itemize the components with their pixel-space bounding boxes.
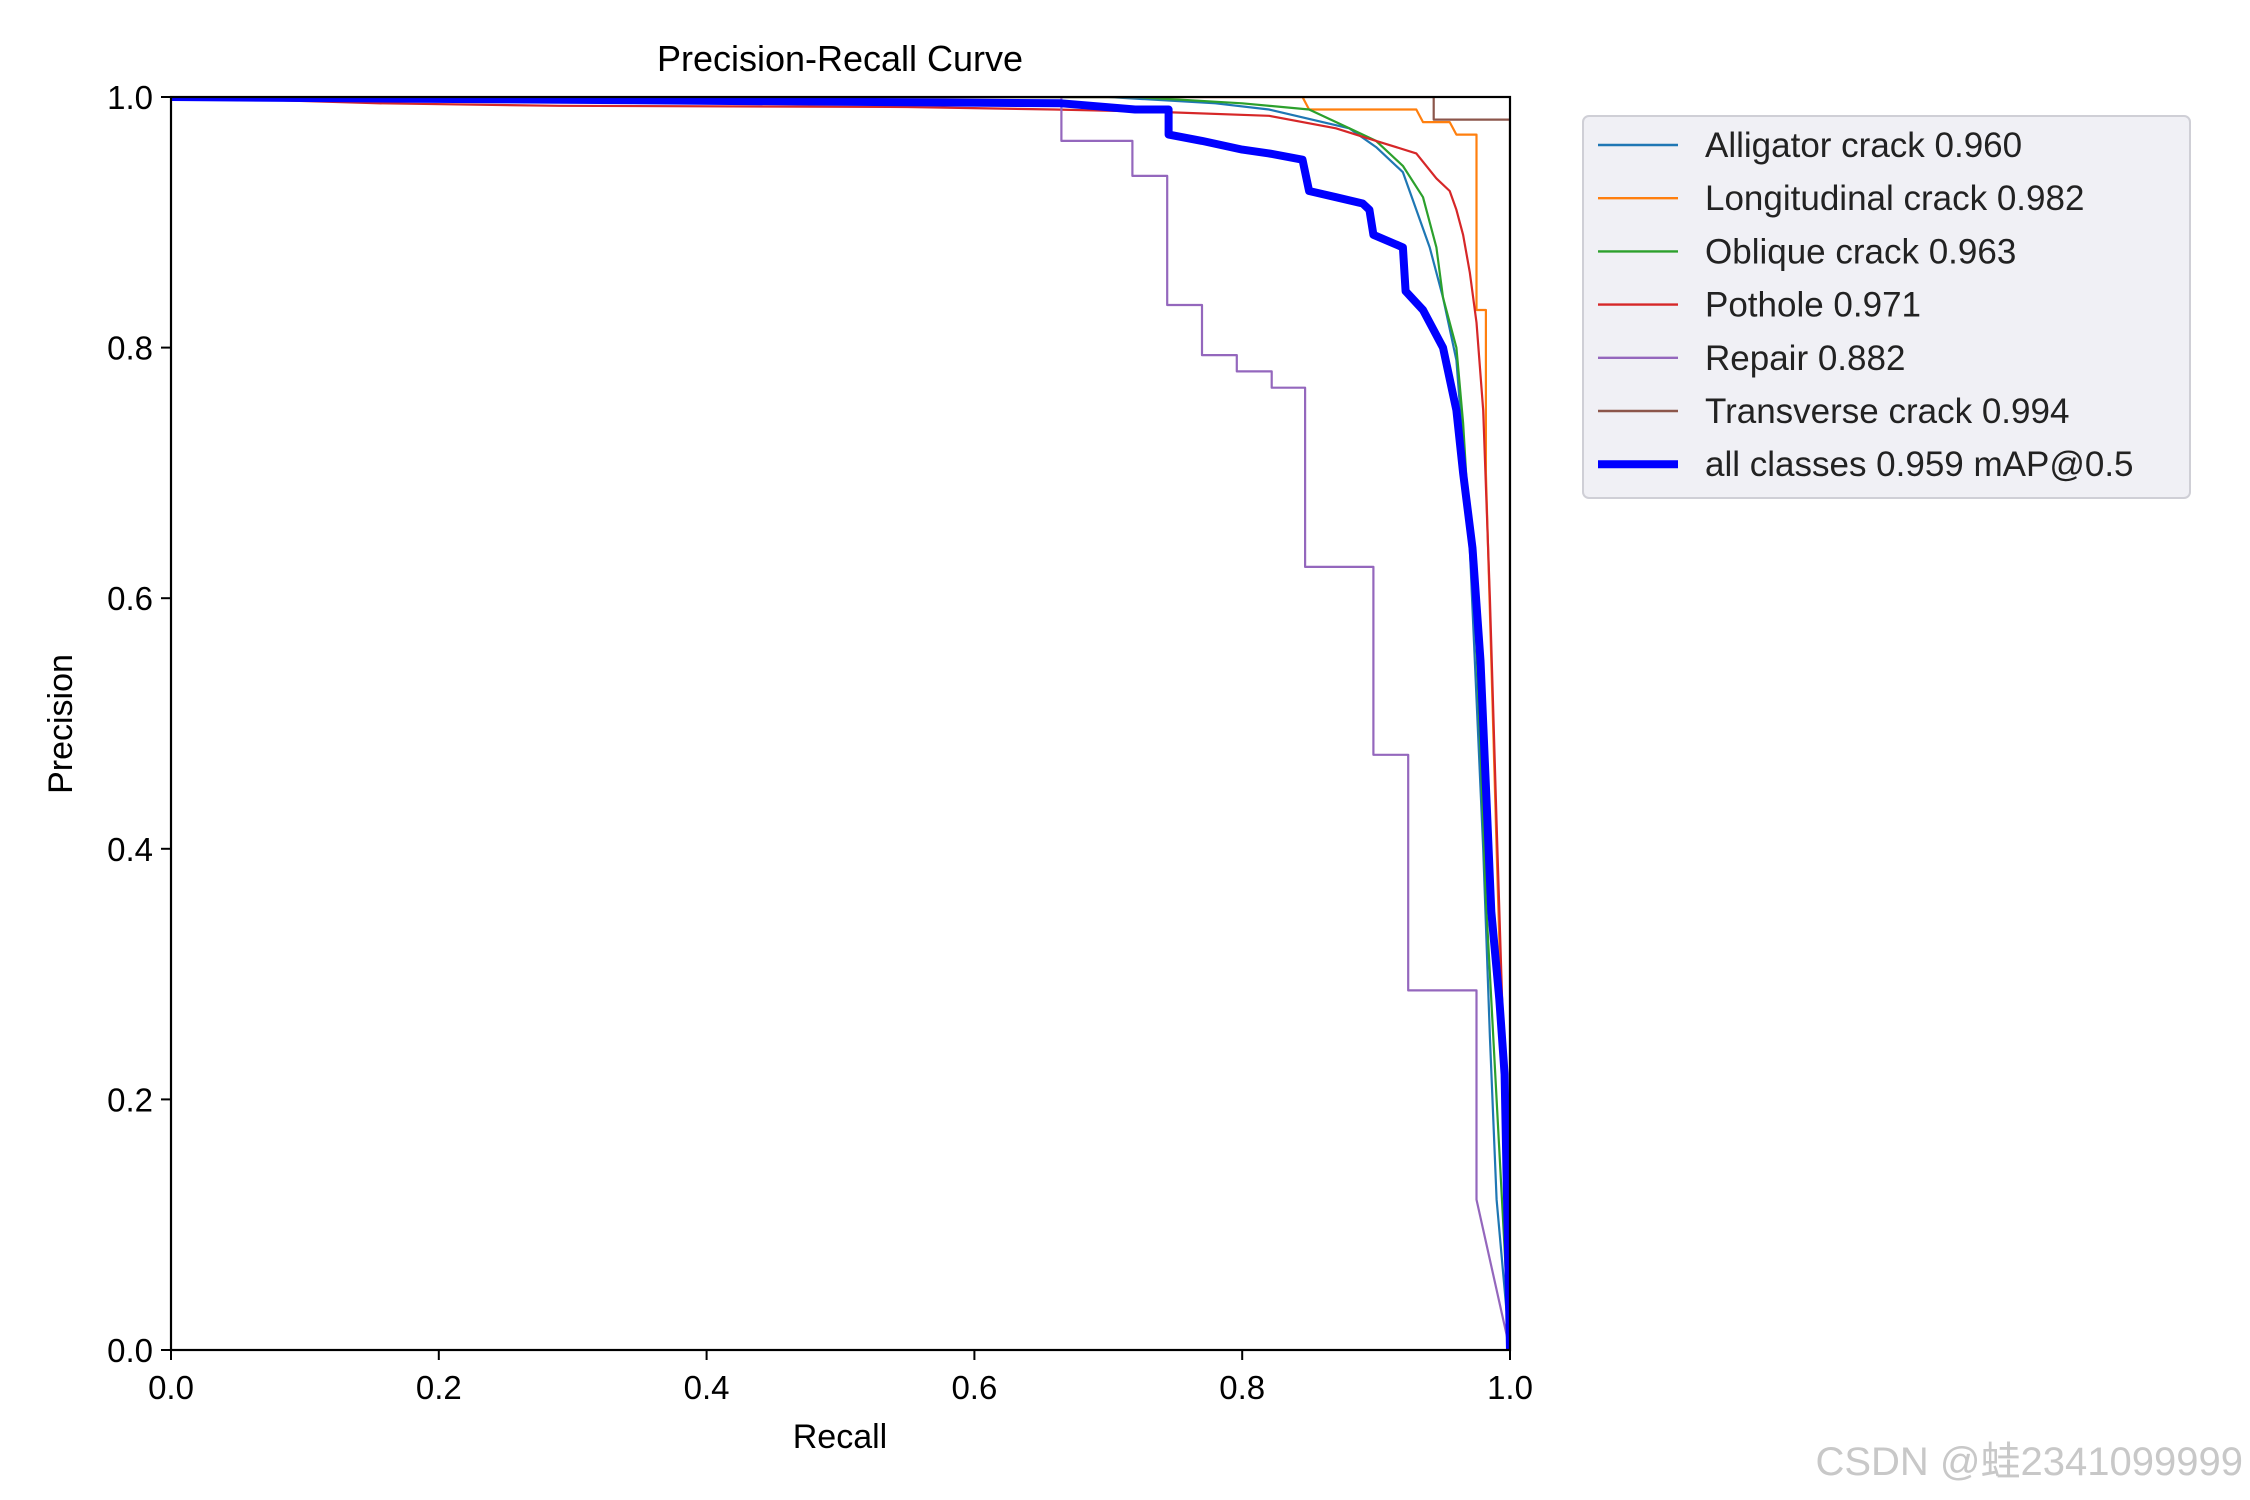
y-tick-label-5: 1.0 <box>107 79 153 116</box>
legend-label-longitudinal: Longitudinal crack 0.982 <box>1705 179 2084 218</box>
legend-label-transverse: Transverse crack 0.994 <box>1705 392 2069 431</box>
legend-label-alligator: Alligator crack 0.960 <box>1705 126 2022 165</box>
legend-label-oblique: Oblique crack 0.963 <box>1705 232 2016 271</box>
legend-label-pothole: Pothole 0.971 <box>1705 286 1921 325</box>
y-axis: 0.0 0.2 0.4 0.6 0.8 1.0 <box>107 79 171 1369</box>
x-tick-label-1: 0.2 <box>416 1369 462 1406</box>
series-line-repair <box>171 96 1510 1351</box>
x-axis-label: Recall <box>793 1418 887 1456</box>
x-axis: 0.0 0.2 0.4 0.6 0.8 1.0 <box>148 1350 1533 1406</box>
x-tick-label-4: 0.8 <box>1219 1369 1265 1406</box>
series-line-all <box>170 96 1510 1351</box>
legend-box <box>1582 115 2191 499</box>
plot-frame <box>169 95 1512 1352</box>
y-tick-label-1: 0.2 <box>107 1081 153 1118</box>
watermark: CSDN @蛙2341099999 <box>1815 1440 2243 1484</box>
y-tick-label-3: 0.6 <box>107 580 153 617</box>
x-tick-label-0: 0.0 <box>148 1369 194 1406</box>
y-tick-label-4: 0.8 <box>107 330 153 367</box>
x-tick-label-2: 0.4 <box>684 1369 730 1406</box>
x-tick-label-3: 0.6 <box>951 1369 997 1406</box>
y-tick-label-2: 0.4 <box>107 831 153 868</box>
legend-label-repair: Repair 0.882 <box>1705 339 1905 378</box>
legend-label-all: all classes 0.959 mAP@0.5 <box>1705 445 2134 484</box>
series-layer <box>170 96 1510 1351</box>
x-tick-label-5: 1.0 <box>1487 1369 1533 1406</box>
y-tick-label-0: 0.0 <box>107 1332 153 1369</box>
y-axis-label: Precision <box>42 654 80 794</box>
chart-title: Precision-Recall Curve <box>657 38 1023 79</box>
series-line-pothole <box>170 96 1510 1351</box>
legend: Alligator crack 0.960 Longitudinal crack … <box>1582 115 2191 499</box>
